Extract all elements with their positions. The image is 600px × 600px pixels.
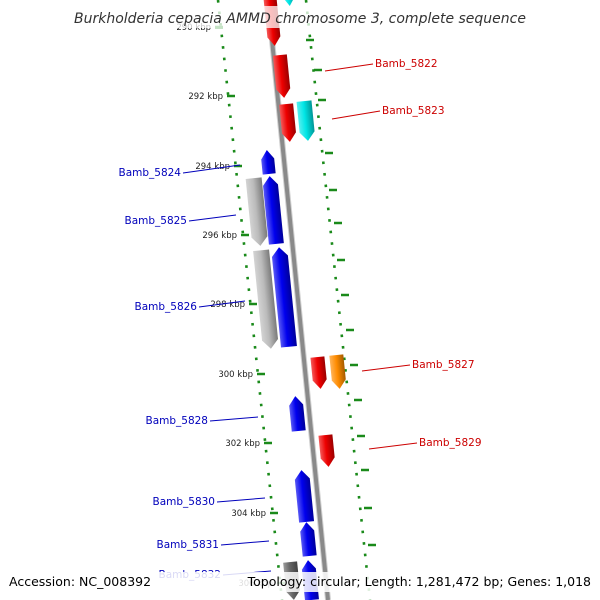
kbp-tick-label: 300 kbp xyxy=(218,370,253,380)
gene-label[interactable]: Bamb_5827 xyxy=(412,359,475,371)
leader-line xyxy=(220,540,270,546)
right-dotted-track xyxy=(304,0,372,600)
leader-line xyxy=(198,300,246,308)
footer-backdrop xyxy=(0,572,600,592)
leader-line xyxy=(331,110,381,120)
gene-label[interactable]: Bamb_5830 xyxy=(152,496,215,508)
map-title: Burkholderia cepacia AMMD chromosome 3, … xyxy=(74,11,526,27)
gene-label[interactable]: Bamb_5829 xyxy=(419,437,482,449)
sequence-backbone xyxy=(265,0,331,600)
cds-arrow xyxy=(263,176,284,245)
leader-line xyxy=(361,364,411,372)
cds-arrow xyxy=(271,247,297,348)
gene-label[interactable]: Bamb_5823 xyxy=(382,105,445,117)
cds-arrow xyxy=(253,249,278,349)
kbp-tick: 300 kbp xyxy=(218,370,265,380)
kbp-tick: 304 kbp xyxy=(231,509,278,519)
cds-arrow xyxy=(245,177,268,246)
cds-arrow xyxy=(272,54,291,98)
kbp-tick-label: 292 kbp xyxy=(188,92,223,102)
leader-line xyxy=(368,442,418,450)
gene-label[interactable]: Bamb_5828 xyxy=(145,415,208,427)
kbp-tick: 296 kbp xyxy=(202,231,249,241)
cds-arrow xyxy=(300,522,317,557)
title-backdrop xyxy=(60,6,540,28)
gene-label[interactable]: Bamb_5822 xyxy=(375,58,438,70)
leader-line xyxy=(188,214,237,222)
kbp-tick: 302 kbp xyxy=(225,439,272,449)
kbp-tick-label: 302 kbp xyxy=(225,439,260,449)
cds-arrow xyxy=(329,354,346,389)
cds-arrow xyxy=(318,434,335,467)
kbp-tick-label: 296 kbp xyxy=(202,231,237,241)
cds-arrow xyxy=(261,150,276,175)
cds-arrow xyxy=(294,470,315,523)
gene-label[interactable]: Bamb_5824 xyxy=(118,167,181,179)
cds-arrow xyxy=(289,396,306,432)
cds-arrow xyxy=(279,103,296,142)
cds-arrow xyxy=(296,100,315,141)
scale-tracks xyxy=(216,0,376,600)
kbp-tick-label: 304 kbp xyxy=(231,509,266,519)
kbp-tick-label: 294 kbp xyxy=(195,162,230,172)
cds-features xyxy=(245,0,346,600)
kbp-tick: 292 kbp xyxy=(188,92,235,102)
kbp-tick: 298 kbp xyxy=(210,300,257,310)
leader-line xyxy=(182,164,241,174)
kbp-tick-label: 298 kbp xyxy=(210,300,245,310)
leader-line xyxy=(324,63,374,72)
cds-arrow xyxy=(282,0,295,6)
gene-label[interactable]: Bamb_5825 xyxy=(124,215,187,227)
left-dotted-track xyxy=(216,0,284,600)
cds-arrow xyxy=(310,356,327,389)
sequence-summary: Topology: circular; Length: 1,281,472 bp… xyxy=(247,574,591,589)
leader-line xyxy=(209,416,259,422)
gene-label[interactable]: Bamb_5826 xyxy=(134,301,197,313)
accession-text: Accession: NC_008392 xyxy=(9,574,151,589)
gene-label[interactable]: Bamb_5831 xyxy=(156,539,219,551)
leader-line xyxy=(216,497,266,503)
